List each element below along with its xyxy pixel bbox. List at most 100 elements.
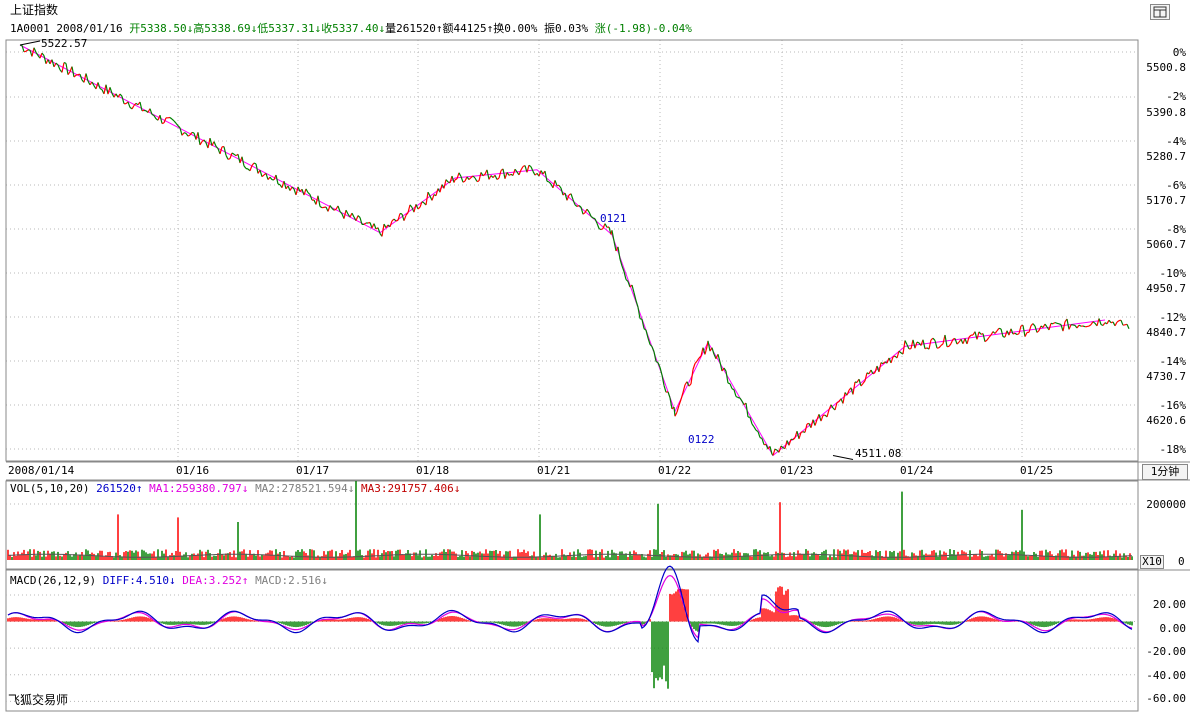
price-segment	[984, 339, 988, 343]
price-segment	[425, 192, 429, 206]
price-segment	[798, 432, 802, 439]
price-segment	[621, 265, 625, 272]
price-segment	[31, 47, 35, 57]
price-segment	[530, 166, 534, 172]
price-segment	[1112, 321, 1116, 327]
price-segment	[472, 175, 476, 179]
price-segment	[1110, 321, 1114, 324]
price-segment	[413, 204, 417, 213]
price-segment	[518, 169, 522, 176]
vol-tick: 200000	[1146, 498, 1186, 511]
price-segment	[369, 222, 373, 229]
price-segment	[159, 114, 163, 124]
price-segment	[417, 206, 421, 210]
price-segment	[914, 341, 918, 349]
price-segment	[554, 180, 558, 186]
price-segment	[456, 172, 460, 179]
price-segment	[1100, 323, 1104, 327]
low-marker-label: 4511.08	[855, 447, 902, 460]
price-tick: 5280.7	[1146, 150, 1186, 163]
price-segment	[1068, 324, 1072, 330]
price-segment	[818, 414, 822, 422]
price-segment	[261, 174, 265, 178]
scale-button[interactable]: X10	[1140, 555, 1164, 569]
pct-tick: 0%	[1172, 46, 1186, 59]
price-segment	[43, 55, 47, 64]
price-segment	[343, 210, 347, 219]
price-segment	[219, 146, 223, 155]
price-segment	[443, 179, 447, 189]
price-segment	[588, 211, 592, 217]
period-button[interactable]: 1分钟	[1142, 464, 1188, 480]
price-segment	[377, 227, 381, 234]
price-segment	[657, 362, 661, 368]
price-segment	[209, 137, 213, 146]
price-segment	[576, 204, 580, 208]
price-segment	[753, 426, 757, 431]
price-segment	[504, 172, 508, 179]
price-segment	[878, 362, 882, 373]
price-segment	[892, 355, 896, 358]
time-tick: 01/22	[658, 464, 692, 477]
price-segment	[265, 173, 269, 180]
price-segment	[806, 422, 810, 425]
low-marker-line	[832, 455, 854, 460]
price-segment	[1056, 322, 1060, 325]
price-segment	[613, 240, 617, 252]
price-segment	[858, 379, 862, 387]
vol-value: 261520↑	[96, 482, 143, 495]
price-segment	[508, 173, 512, 176]
price-segment	[373, 223, 377, 230]
price-segment	[1120, 319, 1124, 326]
price-segment	[711, 347, 715, 355]
stock-code: 1A0001	[10, 22, 50, 35]
price-segment	[757, 431, 761, 438]
price-segment	[307, 192, 311, 195]
price-segment	[241, 156, 245, 167]
vol-ma-line	[7, 553, 1133, 558]
price-segment	[237, 154, 241, 164]
price-segment	[680, 392, 684, 400]
price-segment	[229, 152, 233, 159]
price-segment	[532, 171, 536, 176]
price-segment	[319, 205, 323, 209]
price-segment	[994, 330, 998, 334]
price-segment	[35, 51, 39, 56]
price-segment	[181, 132, 185, 136]
price-segment	[653, 351, 657, 362]
pct-tick: -12%	[1159, 311, 1187, 324]
price-segment	[1036, 330, 1040, 333]
price-segment	[23, 50, 27, 53]
price-segment	[502, 168, 506, 179]
time-tick: 01/24	[900, 464, 934, 477]
time-tick: 01/25	[1020, 464, 1054, 477]
price-segment	[688, 383, 692, 387]
price-segment	[765, 444, 769, 450]
price-segment	[524, 165, 528, 173]
window-layout-icon[interactable]	[1150, 4, 1170, 20]
price-segment	[445, 179, 449, 183]
price-segment	[698, 355, 702, 359]
price-segment	[183, 132, 187, 134]
price-segment	[427, 191, 431, 197]
price-segment	[810, 419, 814, 428]
price-segment	[625, 279, 629, 282]
low-price: 低5337.31↓	[257, 22, 322, 35]
price-segment	[345, 209, 349, 215]
price-segment	[305, 188, 309, 193]
price-segment	[828, 404, 832, 411]
price-segment	[594, 218, 598, 224]
price-segment	[41, 52, 45, 56]
price-segment	[902, 340, 906, 355]
price-segment	[922, 339, 926, 349]
price-segment	[590, 215, 594, 219]
price-segment	[990, 331, 994, 336]
price-segment	[1010, 328, 1014, 335]
price-segment	[421, 201, 425, 204]
price-segment	[1044, 323, 1048, 328]
price-segment	[478, 172, 482, 182]
